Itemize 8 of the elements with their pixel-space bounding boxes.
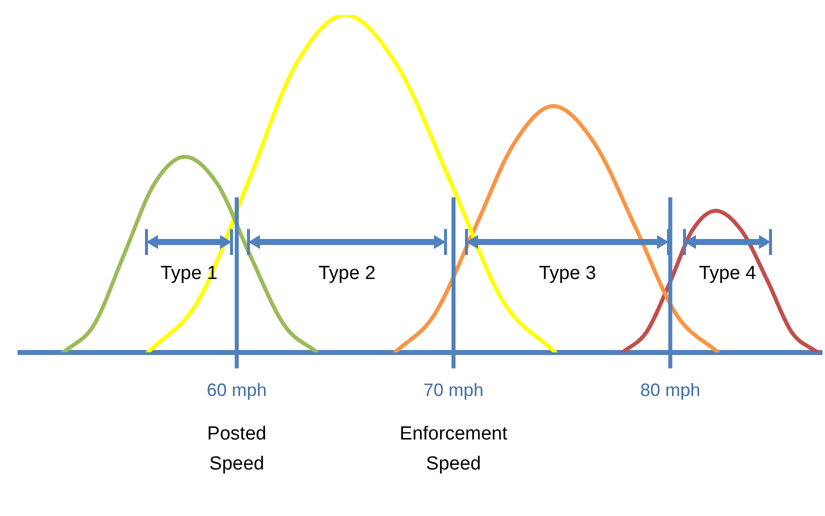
annotation: Type 3 [538, 263, 596, 284]
annotation: Type 2 [318, 263, 376, 284]
text: Enforcement Speed [400, 424, 508, 475]
annotation: Type 4 [698, 263, 756, 284]
text: Posted Speed [207, 424, 266, 475]
x-tick-label: 70 mph [423, 380, 484, 400]
x-tick-label: 80 mph [640, 380, 700, 400]
x-tick-label: 60 mph [206, 380, 267, 400]
